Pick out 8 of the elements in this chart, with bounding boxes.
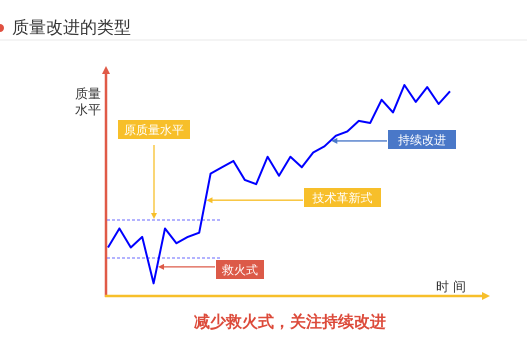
chart-title: 质量改进的类型 [12,18,131,37]
annotation: 原质量水平 [124,123,184,137]
y-axis-title: 质量水平 [75,86,101,117]
x-axis-title: 时 间 [436,279,466,294]
text: 减少救火式，关注持续改进 [194,313,386,331]
annotation: 救火式 [221,263,258,277]
annotation: 持续改进 [398,133,446,147]
annotation: 技术革新式 [312,191,372,205]
